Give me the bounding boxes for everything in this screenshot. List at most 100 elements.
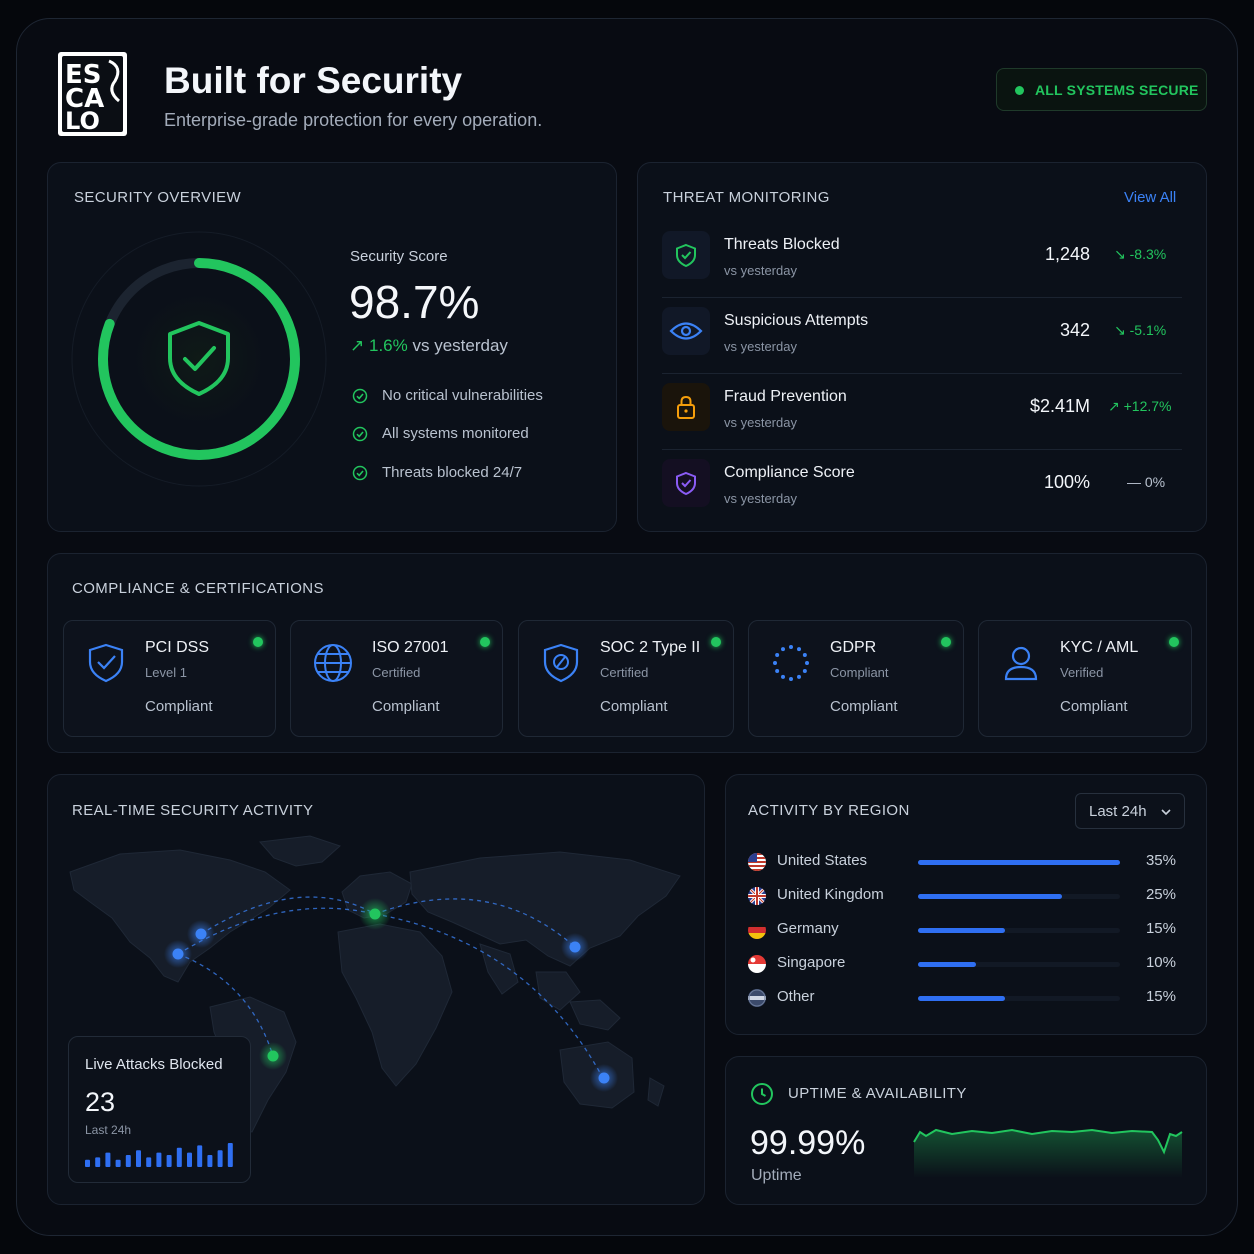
status-dot-icon <box>1169 637 1179 647</box>
star-dot <box>789 677 793 681</box>
region-bar-fill <box>918 996 1005 1001</box>
cert-name: GDPR <box>830 639 877 656</box>
attack-node-north-america-west[interactable] <box>172 948 184 960</box>
region-bar-fill <box>918 928 1005 933</box>
region-row-germany[interactable]: Germany 15% <box>748 919 1178 941</box>
cert-card-gdpr[interactable]: GDPR Compliant Compliant <box>748 620 964 737</box>
lock-icon <box>662 383 710 431</box>
cert-name: KYC / AML <box>1060 639 1139 656</box>
attack-node-australia[interactable] <box>598 1072 610 1084</box>
live-attacks-value: 23 <box>85 1087 116 1117</box>
region-percent: 15% <box>1145 920 1176 937</box>
security-score-gauge <box>70 230 328 488</box>
globe-flag-icon <box>748 989 766 1007</box>
view-all-link[interactable]: View All <box>1124 189 1177 206</box>
region-row-us[interactable]: United States 35% <box>748 851 1178 873</box>
sparkbar <box>227 1143 233 1167</box>
cert-level: Certified <box>372 665 421 680</box>
time-range-value: Last 24h <box>1089 803 1147 820</box>
uptime-label: Uptime <box>751 1167 802 1184</box>
eye-icon <box>662 307 710 355</box>
uptime-title: UPTIME & AVAILABILITY <box>788 1085 967 1102</box>
region-name: Singapore <box>777 954 846 971</box>
region-name: United States <box>777 852 868 869</box>
live-attacks-period: Last 24h <box>85 1123 132 1137</box>
threat-sub: vs yesterday <box>724 263 797 278</box>
arrow-up-right-icon: ↗ <box>1108 398 1120 414</box>
sparkbar <box>136 1150 141 1167</box>
cert-name: SOC 2 Type II <box>600 639 701 656</box>
shield-check-icon <box>84 641 128 685</box>
uptime-value: 99.99% <box>750 1124 866 1162</box>
cert-name: ISO 27001 <box>372 639 449 656</box>
globe-icon <box>311 641 355 685</box>
sparkbar <box>115 1159 121 1167</box>
cert-level: Verified <box>1060 665 1104 680</box>
status-dot-icon <box>1015 86 1024 95</box>
region-bar-track <box>918 860 1120 865</box>
threat-sub: vs yesterday <box>724 491 797 506</box>
shield-slash-icon <box>539 641 583 685</box>
attack-node-south-america[interactable] <box>267 1050 279 1062</box>
sg-flag-icon <box>748 955 766 973</box>
shield-check-icon <box>662 231 710 279</box>
system-status-badge: ALL SYSTEMS SECURE <box>996 68 1207 111</box>
cert-status: Compliant <box>372 698 440 715</box>
threat-value: 1,248 <box>1044 244 1090 264</box>
star-dot <box>802 653 807 657</box>
star-dot <box>797 647 801 652</box>
row-divider <box>662 297 1182 298</box>
star-dot <box>781 674 785 679</box>
check-circle-icon <box>352 388 368 403</box>
cert-status: Compliant <box>1060 698 1128 715</box>
threat-monitoring-title: THREAT MONITORING <box>663 189 830 206</box>
attack-node-east-asia[interactable] <box>569 941 581 953</box>
sparkbar <box>95 1157 101 1167</box>
cert-card-kyc-aml[interactable]: KYC / AML Verified Compliant <box>978 620 1192 737</box>
row-divider <box>662 373 1182 374</box>
threat-name: Fraud Prevention <box>724 388 847 405</box>
sparkbar <box>105 1152 111 1167</box>
cert-card-iso-27001[interactable]: ISO 27001 Certified Compliant <box>290 620 503 737</box>
user-icon <box>999 641 1043 685</box>
security-score-value: 98.7% <box>349 276 480 328</box>
threat-row-threats-blocked[interactable]: Threats Blocked vs yesterday 1,248 ↘ -8.… <box>662 222 1182 298</box>
cert-status: Compliant <box>600 698 668 715</box>
star-dot <box>773 661 777 665</box>
star-dot <box>805 661 809 665</box>
cert-name: PCI DSS <box>145 639 210 656</box>
cert-level: Certified <box>600 665 649 680</box>
region-name: United Kingdom <box>777 886 884 903</box>
region-row-other[interactable]: Other 15% <box>748 987 1178 1009</box>
region-row-singapore[interactable]: Singapore 10% <box>748 953 1178 975</box>
region-name: Other <box>777 988 815 1005</box>
eu-stars-icon <box>769 641 813 685</box>
threat-name: Suspicious Attempts <box>724 312 869 329</box>
threat-row-compliance-score[interactable]: Compliance Score vs yesterday 100% — 0% <box>662 450 1182 526</box>
region-percent: 25% <box>1145 886 1176 903</box>
star-dot <box>797 674 801 679</box>
threat-change-value: 0% <box>1144 474 1166 490</box>
threat-change-value: -8.3% <box>1129 246 1167 262</box>
check-item-label: No critical vulnerabilities <box>382 387 543 404</box>
threat-row-suspicious-attempts[interactable]: Suspicious Attempts vs yesterday 342 ↘ -… <box>662 298 1182 374</box>
threat-name: Compliance Score <box>724 464 855 481</box>
us-flag-icon <box>748 853 766 871</box>
attack-node-europe[interactable] <box>369 908 381 920</box>
threat-value: 100% <box>1043 472 1090 492</box>
time-range-dropdown[interactable]: Last 24h <box>1075 793 1185 829</box>
live-attacks-sparkbars <box>85 1143 233 1167</box>
threat-value: $2.41M <box>1029 396 1090 416</box>
shield-check-icon <box>168 321 230 396</box>
attack-node-north-america-east[interactable] <box>195 928 207 940</box>
world-map[interactable] <box>60 832 692 1192</box>
region-row-uk[interactable]: United Kingdom 25% <box>748 885 1178 907</box>
threat-row-fraud-prevention[interactable]: Fraud Prevention vs yesterday $2.41M ↗ +… <box>662 374 1182 450</box>
star-dot <box>802 669 807 673</box>
region-percent: 15% <box>1145 988 1176 1005</box>
cert-card-pci-dss[interactable]: PCI DSS Level 1 Compliant <box>63 620 276 737</box>
compliance-title: COMPLIANCE & CERTIFICATIONS <box>72 580 324 597</box>
cert-card-soc2[interactable]: SOC 2 Type II Certified Compliant <box>518 620 734 737</box>
threat-monitoring-panel <box>637 162 1207 532</box>
status-dot-icon <box>480 637 490 647</box>
